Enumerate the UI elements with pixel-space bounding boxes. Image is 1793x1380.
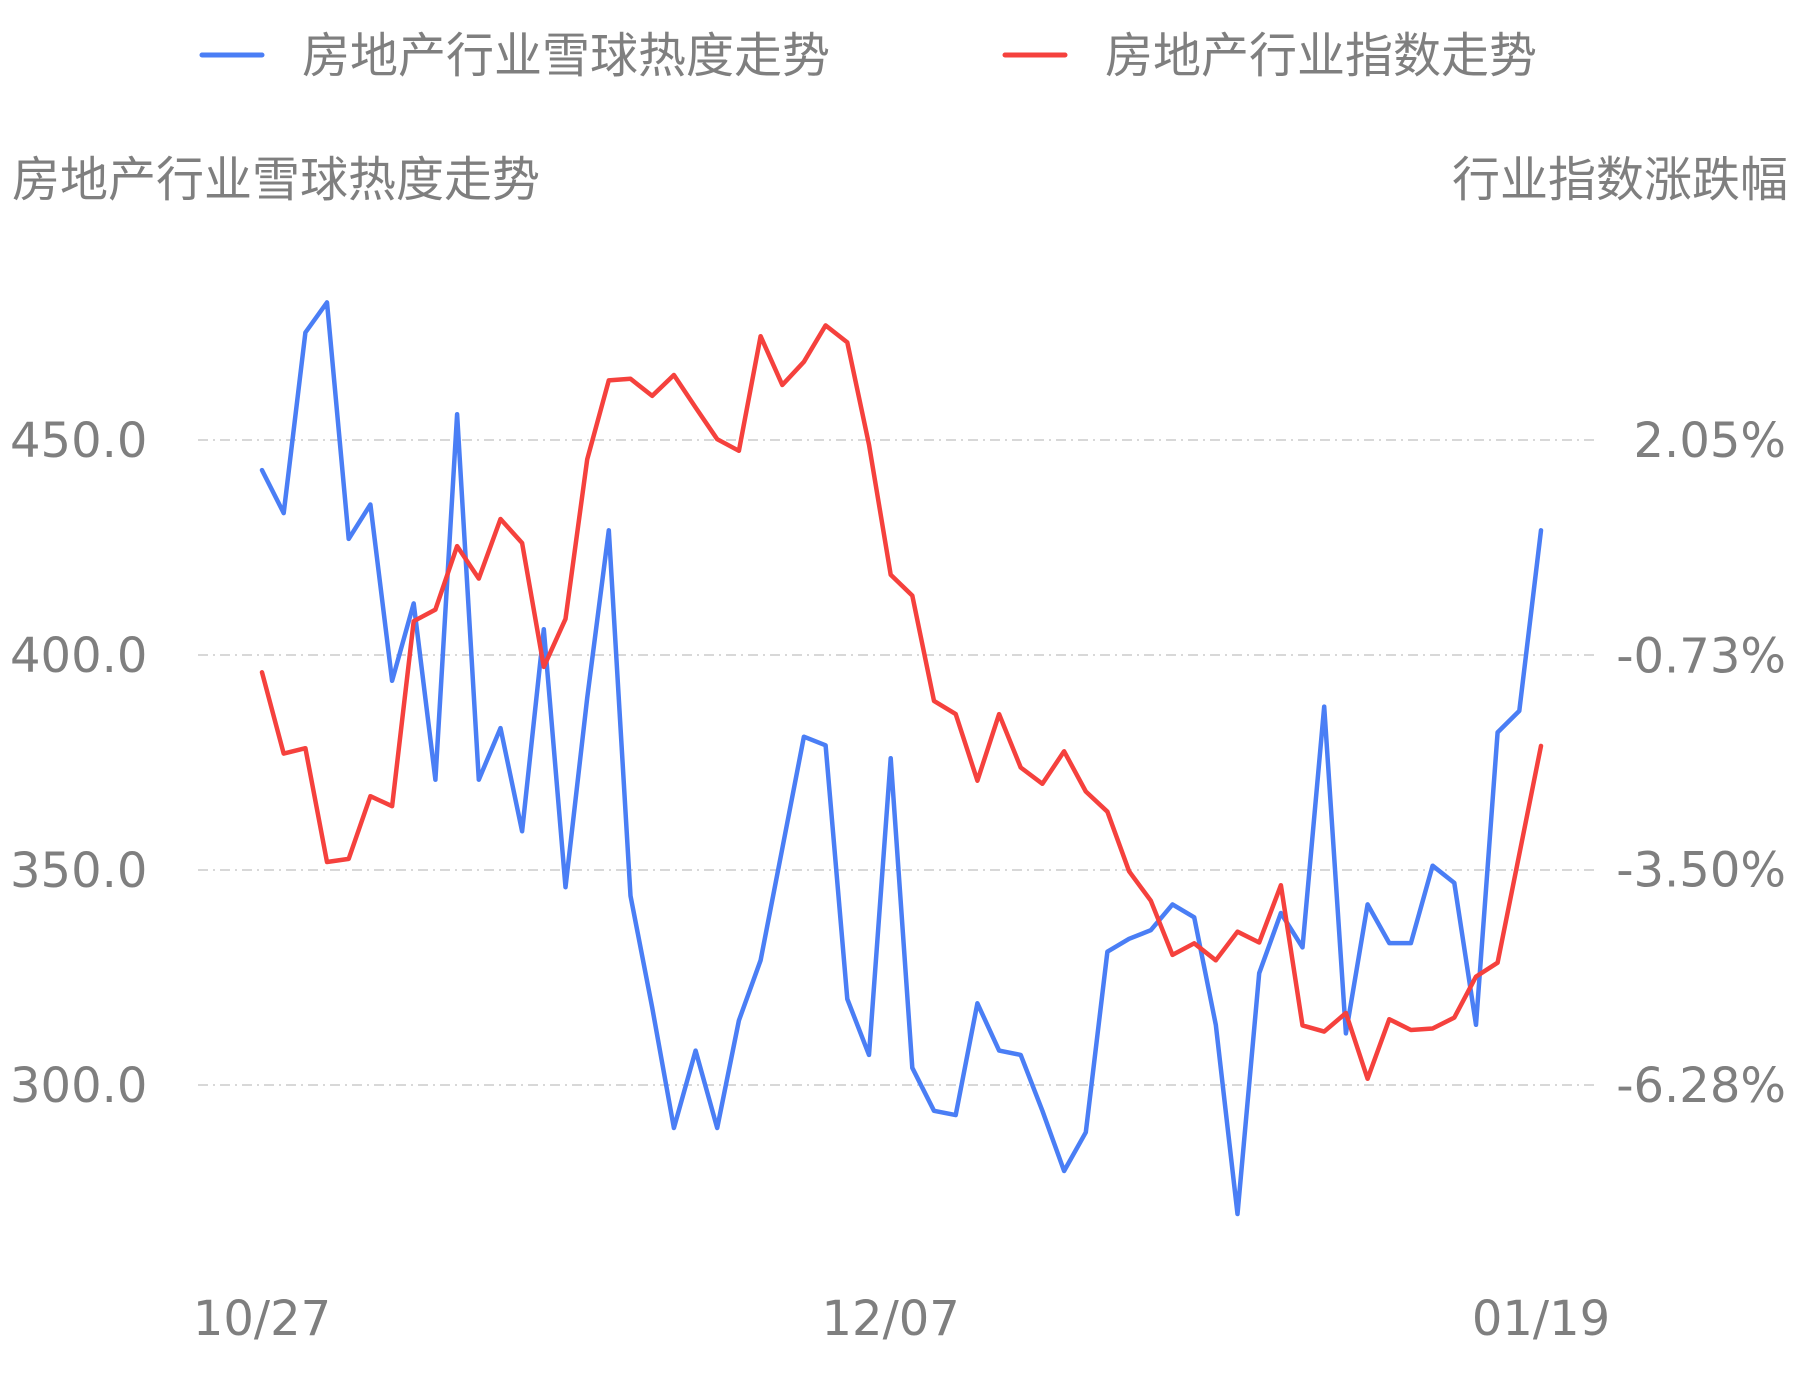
legend-item: 房地产行业指数走势 (1002, 28, 1537, 84)
series-line-1 (259, 300, 1544, 1217)
x-tick-label: 01/19 (1472, 1291, 1610, 1347)
legend-label: 房地产行业雪球热度走势 (302, 28, 830, 84)
right-tick-label: 2.05% (1634, 413, 1786, 469)
left-tick-label: 450.0 (10, 413, 147, 469)
left-tick-label: 400.0 (10, 628, 147, 684)
gridlines (198, 439, 1598, 1086)
x-tick-label: 12/07 (821, 1291, 959, 1347)
left-tick-label: 350.0 (10, 843, 147, 899)
x-tick-label: 10/27 (193, 1291, 331, 1347)
series-line-2 (259, 323, 1544, 1082)
legend: 房地产行业雪球热度走势 房地产行业指数走势 (199, 28, 1537, 84)
series-layer (259, 300, 1544, 1217)
legend-item: 房地产行业雪球热度走势 (199, 28, 830, 84)
right-axis-ticks: 2.05% -0.73% -3.50% -6.28% (1616, 413, 1786, 1114)
left-axis-ticks: 450.0 400.0 350.0 300.0 (10, 413, 147, 1114)
left-tick-label: 300.0 (10, 1058, 147, 1114)
right-tick-label: -6.28% (1616, 1058, 1786, 1114)
right-axis-title: 行业指数涨跌幅 (1452, 152, 1788, 208)
right-tick-label: -3.50% (1616, 843, 1786, 899)
legend-label: 房地产行业指数走势 (1105, 28, 1537, 84)
x-axis-ticks: 10/27 12/07 01/19 (193, 1291, 1610, 1347)
left-axis-title: 房地产行业雪球热度走势 (12, 152, 540, 208)
right-tick-label: -0.73% (1616, 628, 1786, 684)
